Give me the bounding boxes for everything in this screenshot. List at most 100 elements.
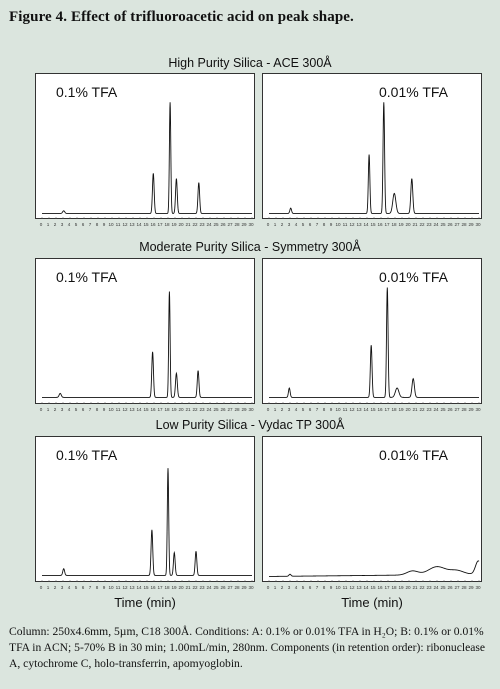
chromatogram-trace [42,102,252,214]
x-tick-label: 28 [234,222,240,227]
x-tick-label: 10 [108,407,114,412]
x-tick-label: 5 [75,407,78,412]
x-tick-label: 9 [330,585,333,590]
x-tick-label: 14 [363,222,369,227]
x-tick-label: 21 [185,585,191,590]
x-tick-label: 1 [47,407,50,412]
x-tick-label: 9 [330,222,333,227]
x-tick-label: 0 [40,407,43,412]
x-tick-label: 7 [89,407,92,412]
x-tick-label: 27 [454,585,460,590]
chart-panel-moderate-0-1-tfa: 0.1% TFA [35,258,255,404]
x-tick-label: 18 [164,585,170,590]
x-tick-label: 6 [82,407,85,412]
x-tick-label: 25 [213,222,219,227]
x-tick-label: 26 [447,222,453,227]
x-tick-label: 30 [248,407,254,412]
x-tick-label: 7 [89,222,92,227]
x-tick-label: 9 [103,585,106,590]
x-tick-label: 10 [335,222,341,227]
x-tick-label: 29 [468,407,474,412]
x-tick-label: 29 [468,585,474,590]
panel-label: 0.01% TFA [379,447,449,463]
x-tick-label: 11 [116,407,121,412]
x-tick-label: 12 [122,222,128,227]
x-tick-label: 19 [171,222,177,227]
x-tick-label: 0 [267,222,270,227]
x-tick-label: 20 [405,222,411,227]
x-tick-label: 5 [75,222,78,227]
x-axis-ticks: 0 1 2 3 4 5 6 7 8 9 10 11 12 13 14 15 16 17 18 19 20 21 22 23 24… [40,222,254,227]
x-tick-label: 19 [171,585,177,590]
x-tick-label: 8 [323,585,326,590]
x-tick-label: 15 [143,407,149,412]
x-tick-label: 25 [440,585,446,590]
x-tick-label: 29 [241,585,247,590]
x-tick-label: 11 [116,222,121,227]
x-tick-label: 11 [343,407,348,412]
x-tick-label: 26 [220,222,226,227]
x-tick-label: 13 [356,407,362,412]
x-tick-label: 15 [370,585,376,590]
row-title-moderate-purity: Moderate Purity Silica - Symmetry 300Å [139,240,361,254]
x-tick-label: 23 [426,222,432,227]
x-tick-label: 4 [68,222,71,227]
x-tick-label: 24 [433,407,439,412]
x-tick-label: 6 [82,585,85,590]
x-tick-label: 17 [157,222,163,227]
x-tick-label: 1 [47,222,50,227]
x-tick-label: 13 [356,222,362,227]
x-tick-label: 21 [185,222,191,227]
x-tick-label: 3 [288,407,291,412]
x-tick-label: 4 [295,222,298,227]
chromatogram-trace [269,287,479,398]
x-tick-label: 20 [405,407,411,412]
x-tick-label: 28 [461,222,467,227]
x-tick-label: 26 [447,585,453,590]
x-tick-label: 7 [316,585,319,590]
x-tick-label: 9 [103,222,106,227]
x-tick-label: 12 [122,585,128,590]
x-tick-label: 22 [419,585,425,590]
x-axis-ticks: 0 1 2 3 4 5 6 7 8 9 10 11 12 13 14 15 16 17 18 19 20 21 22 23 24… [267,585,481,590]
x-tick-label: 10 [335,585,341,590]
x-tick-label: 5 [302,222,305,227]
x-tick-label: 17 [384,222,390,227]
x-tick-label: 2 [281,585,284,590]
x-tick-label: 27 [454,222,460,227]
x-tick-label: 30 [475,585,481,590]
x-tick-label: 20 [178,222,184,227]
figure-title: Figure 4. Effect of trifluoroacetic acid… [9,9,354,25]
chart-panel-low-0-01-tfa: 0.01% TFA [262,436,482,582]
x-tick-label: 0 [40,585,43,590]
chromatogram-svg [41,291,253,404]
x-tick-label: 28 [234,407,240,412]
x-axis-ticks: 0 1 2 3 4 5 6 7 8 9 10 11 12 13 14 15 16 17 18 19 20 21 22 23 24… [267,222,481,227]
panel-label: 0.1% TFA [56,269,118,285]
x-tick-label: 22 [192,407,198,412]
x-tick-label: 10 [108,222,114,227]
x-tick-label: 2 [54,407,57,412]
x-tick-label: 25 [440,407,446,412]
x-tick-label: 16 [150,407,156,412]
x-tick-label: 11 [116,585,121,590]
x-tick-label: 8 [96,407,99,412]
x-tick-label: 10 [335,407,341,412]
x-tick-label: 2 [54,222,57,227]
x-tick-label: 1 [274,407,277,412]
x-axis-title-left: Time (min) [114,595,176,610]
x-tick-label: 16 [377,222,383,227]
x-tick-label: 12 [122,407,128,412]
x-tick-label: 15 [370,407,376,412]
x-tick-label: 5 [302,585,305,590]
x-tick-label: 19 [398,407,404,412]
x-tick-label: 3 [61,222,64,227]
x-tick-label: 18 [391,585,397,590]
x-tick-label: 13 [129,407,135,412]
x-tick-label: 29 [241,222,247,227]
x-tick-label: 4 [68,585,71,590]
panel-label: 0.1% TFA [56,447,118,463]
x-tick-label: 4 [68,407,71,412]
chart-panel-low-0-1-tfa: 0.1% TFA [35,436,255,582]
chromatogram-svg [268,560,480,582]
